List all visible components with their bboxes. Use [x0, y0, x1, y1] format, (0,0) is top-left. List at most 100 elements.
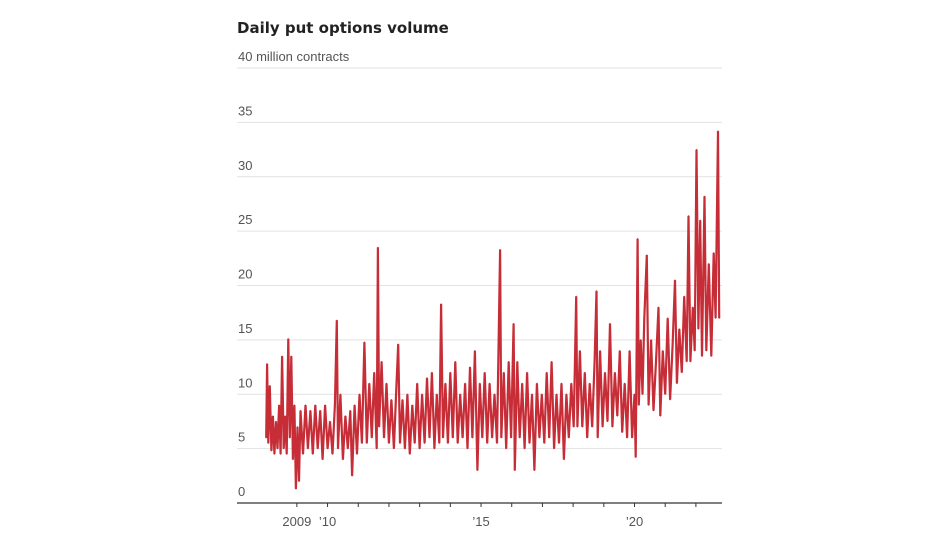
- data-point: [347, 448, 349, 450]
- data-point: [414, 442, 416, 444]
- data-point: [428, 437, 431, 439]
- data-point: [586, 437, 588, 439]
- data-point: [270, 450, 272, 452]
- data-point: [329, 420, 331, 423]
- data-point: [553, 448, 555, 450]
- data-point: [304, 404, 307, 406]
- data-point: [499, 249, 501, 251]
- data-point: [459, 393, 461, 395]
- data-point: [657, 306, 660, 308]
- data-point: [601, 426, 604, 428]
- data-point: [349, 409, 351, 412]
- data-point: [442, 437, 444, 439]
- data-point: [454, 361, 456, 363]
- data-point: [695, 148, 698, 151]
- data-point: [708, 263, 710, 265]
- data-point: [510, 437, 512, 439]
- data-point: [659, 415, 661, 417]
- data-point: [621, 431, 623, 433]
- data-point: [356, 453, 358, 455]
- data-point: [426, 377, 428, 379]
- data-point: [298, 480, 300, 482]
- data-point: [363, 341, 365, 343]
- data-point: [599, 350, 601, 352]
- data-point: [699, 219, 701, 221]
- data-point: [380, 361, 383, 363]
- data-point: [376, 448, 378, 450]
- data-point: [302, 453, 304, 455]
- data-point: [616, 415, 618, 417]
- data-point: [275, 420, 277, 423]
- data-point: [681, 371, 683, 374]
- data-point: [266, 363, 268, 365]
- data-point: [626, 437, 628, 439]
- y-tick-label: 10: [238, 375, 252, 390]
- data-point: [533, 469, 536, 471]
- data-point: [383, 437, 385, 439]
- data-point: [619, 350, 621, 352]
- data-point: [641, 393, 644, 395]
- data-point: [361, 442, 363, 444]
- data-point: [265, 437, 267, 439]
- data-point: [431, 371, 433, 374]
- data-point: [283, 448, 285, 450]
- data-point: [573, 426, 575, 428]
- data-point: [584, 371, 586, 374]
- chart-title: Daily put options volume: [237, 19, 449, 37]
- x-axis: 2009 ’10 ’15 ’20: [282, 503, 697, 529]
- data-point: [486, 442, 488, 444]
- data-point: [692, 306, 694, 308]
- data-point: [371, 437, 373, 439]
- data-point: [503, 371, 505, 374]
- data-point: [631, 437, 633, 439]
- y-tick-label: 30: [238, 158, 252, 173]
- data-point: [273, 453, 276, 455]
- data-point: [334, 404, 336, 406]
- y-tick-label: 40 million contracts: [238, 49, 350, 64]
- data-point: [373, 371, 375, 374]
- data-point: [474, 350, 476, 352]
- data-point: [505, 448, 507, 450]
- x-tick-label: ’10: [319, 514, 336, 529]
- data-point: [385, 382, 388, 384]
- data-point: [433, 448, 435, 450]
- data-point: [519, 437, 521, 439]
- data-point: [479, 382, 481, 384]
- data-point: [296, 426, 299, 428]
- y-tick-label: 15: [238, 321, 252, 336]
- data-point: [591, 426, 593, 428]
- data-point: [388, 442, 390, 444]
- data-point: [326, 448, 329, 450]
- data-point: [440, 303, 442, 305]
- data-point: [606, 420, 609, 423]
- y-tick-label: 5: [238, 430, 245, 445]
- data-point: [558, 442, 560, 444]
- data-point: [575, 295, 577, 297]
- data-point: [287, 338, 289, 340]
- data-point: [289, 437, 291, 439]
- data-point: [594, 361, 596, 363]
- data-point: [322, 458, 324, 461]
- data-point: [609, 322, 611, 325]
- data-point: [514, 469, 516, 471]
- data-point: [565, 393, 567, 395]
- data-point: [551, 361, 553, 363]
- data-point: [397, 343, 399, 345]
- data-point: [543, 442, 545, 444]
- data-point: [344, 415, 346, 417]
- data-point: [648, 404, 650, 406]
- data-point: [281, 355, 283, 357]
- data-point: [491, 437, 493, 439]
- data-point: [597, 437, 599, 439]
- data-point: [581, 426, 583, 428]
- data-point: [312, 453, 314, 455]
- data-point: [493, 393, 496, 395]
- data-point: [466, 448, 469, 450]
- data-point: [368, 382, 370, 384]
- data-point: [449, 371, 451, 374]
- data-point: [471, 437, 474, 439]
- series-layer: [265, 130, 721, 490]
- data-point: [295, 488, 297, 490]
- data-point: [697, 328, 699, 330]
- data-point: [269, 384, 271, 387]
